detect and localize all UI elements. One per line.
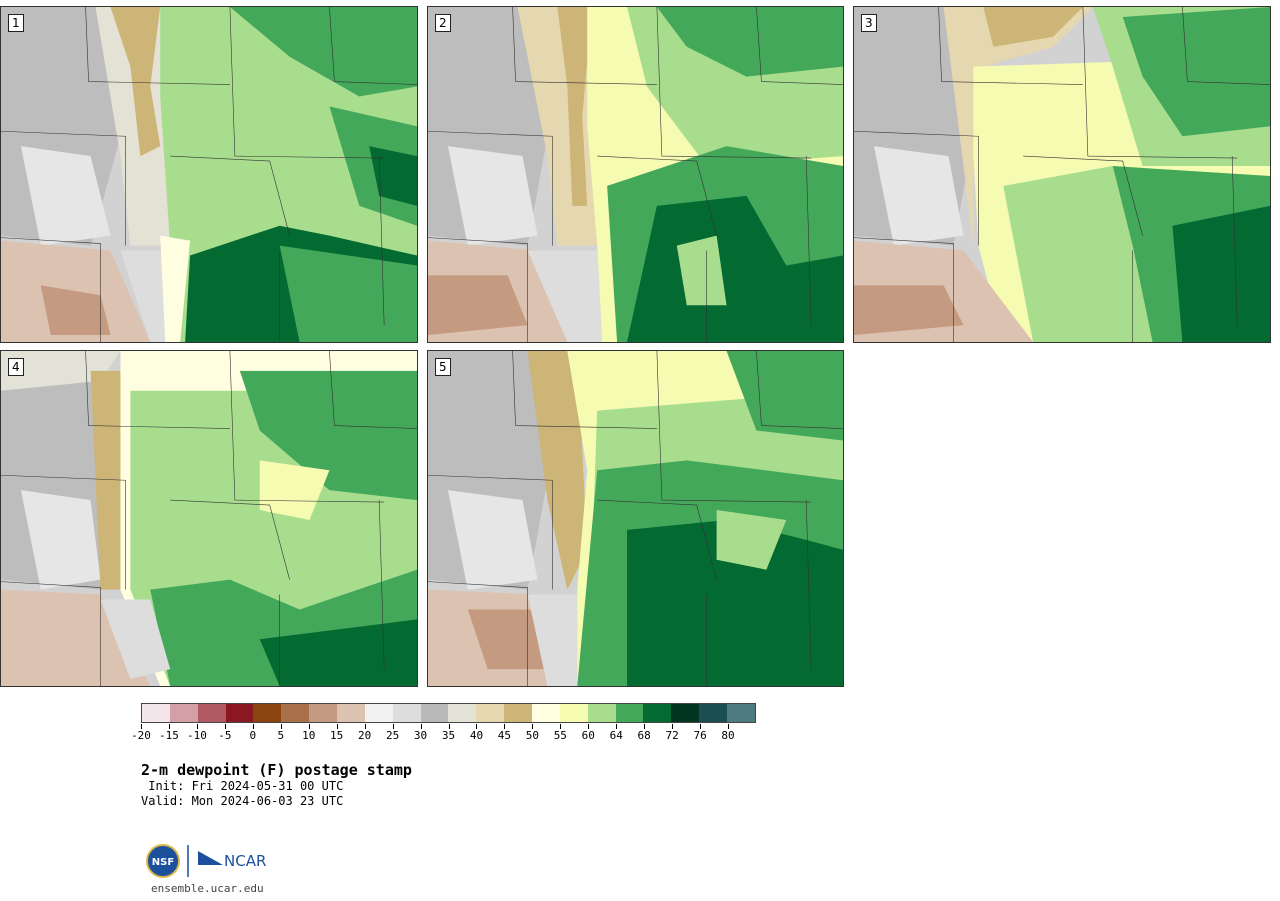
colorbar-tick-label: 35: [441, 729, 456, 742]
colorbar-tick-label: -5: [218, 729, 232, 742]
colorbar-swatch: [671, 704, 700, 722]
colorbar-swatch: [392, 704, 421, 722]
dewpoint-map-3: [854, 7, 1270, 342]
map-panel-3[interactable]: 3: [853, 6, 1271, 343]
panel-label: 5: [435, 358, 451, 376]
colorbar-tick-label: 76: [693, 729, 707, 742]
colorbar-tick-label: 68: [637, 729, 651, 742]
dewpoint-colorbar: [141, 703, 756, 723]
colorbar-tick: [644, 724, 646, 729]
map-panel-1[interactable]: 1: [0, 6, 418, 343]
colorbar-swatch: [364, 704, 393, 722]
colorbar-swatch: [643, 704, 672, 722]
site-url: ensemble.ucar.edu: [151, 882, 264, 895]
colorbar-swatch: [169, 704, 198, 722]
colorbar-swatch: [281, 704, 310, 722]
colorbar-tick-label: 50: [525, 729, 539, 742]
dewpoint-map-2: [428, 7, 843, 342]
colorbar-tick: [672, 724, 674, 729]
panel-label: 3: [861, 14, 877, 32]
colorbar-tick: [420, 724, 422, 729]
colorbar-swatch: [420, 704, 449, 722]
colorbar-tick-label: 25: [385, 729, 400, 742]
colorbar-tick: [364, 724, 366, 729]
colorbar-swatch: [699, 704, 728, 722]
colorbar-tick: [252, 724, 254, 729]
colorbar-tick: [728, 724, 730, 729]
colorbar-tick: [560, 724, 562, 729]
colorbar-tick: [476, 724, 478, 729]
colorbar-swatch: [559, 704, 588, 722]
colorbar-swatch: [253, 704, 282, 722]
dewpoint-map-4: [1, 351, 417, 686]
colorbar-tick: [392, 724, 394, 729]
colorbar-tick: [168, 724, 170, 729]
colorbar-tick: [448, 724, 450, 729]
colorbar-swatch: [197, 704, 226, 722]
colorbar-tick: [141, 724, 142, 729]
colorbar-tick: [308, 724, 310, 729]
colorbar-swatch: [337, 704, 365, 722]
colorbar-tick-label: 64: [609, 729, 623, 742]
dewpoint-map-5: [428, 351, 843, 686]
ncar-mark-icon: [198, 851, 223, 865]
colorbar-swatch: [142, 704, 170, 722]
colorbar-tick: [336, 724, 338, 729]
colorbar-tick-label: 15: [330, 729, 344, 742]
colorbar-tick-label: 55: [553, 729, 567, 742]
init-time: Init: Fri 2024-05-31 00 UTC: [141, 779, 344, 793]
svg-text:NSF: NSF: [152, 857, 174, 868]
colorbar-swatch: [587, 704, 616, 722]
colorbar-tick: [532, 724, 534, 729]
panel-label: 4: [8, 358, 24, 376]
colorbar-swatch: [727, 704, 755, 722]
colorbar-tick: [224, 724, 226, 729]
colorbar-tick: [616, 724, 618, 729]
colorbar-tick-label: 60: [581, 729, 595, 742]
colorbar-swatch: [615, 704, 644, 722]
colorbar-tick-label: 10: [302, 729, 316, 742]
colorbar-swatch: [476, 704, 505, 722]
colorbar-tick-label: 30: [413, 729, 428, 742]
panel-label: 2: [435, 14, 451, 32]
colorbar-tick: [280, 724, 282, 729]
colorbar-swatch: [532, 704, 560, 722]
colorbar-swatch: [504, 704, 533, 722]
colorbar-swatch: [448, 704, 477, 722]
colorbar-tick-label: -20: [131, 729, 151, 742]
colorbar-tick-label: 72: [665, 729, 679, 742]
colorbar-tick: [588, 724, 590, 729]
colorbar-swatch: [225, 704, 254, 722]
colorbar-tick: [700, 724, 702, 729]
colorbar-tick: [504, 724, 506, 729]
colorbar-ticks: -20 -15 -10 -5 0 5 10 15 20 25 30 35 40 45 50 55 60 64 68 7…: [131, 724, 756, 744]
colorbar-tick-label: 0: [249, 729, 257, 742]
colorbar-tick-label: 80: [721, 729, 735, 742]
nsf-ncar-logo: NSF NCAR: [145, 843, 275, 881]
colorbar-tick-label: 20: [358, 729, 372, 742]
panel-label: 1: [8, 14, 24, 32]
plot-title: 2-m dewpoint (F) postage stamp: [141, 761, 412, 779]
map-panel-2[interactable]: 2: [427, 6, 844, 343]
svg-text:NCAR: NCAR: [224, 852, 266, 870]
nsf-seal-icon: [146, 844, 180, 878]
colorbar-tick: [196, 724, 198, 729]
colorbar-tick-label: -10: [186, 729, 207, 742]
map-panel-4[interactable]: 4: [0, 350, 418, 687]
colorbar-tick-label: 40: [469, 729, 484, 742]
dewpoint-map-1: [1, 7, 417, 342]
colorbar-swatch: [309, 704, 338, 722]
colorbar-tick-label: -15: [159, 729, 179, 742]
colorbar-tick-label: 45: [497, 729, 512, 742]
map-panel-5[interactable]: 5: [427, 350, 844, 687]
colorbar-tick-label: 5: [277, 729, 285, 742]
valid-time: Valid: Mon 2024-06-03 23 UTC: [141, 794, 344, 808]
